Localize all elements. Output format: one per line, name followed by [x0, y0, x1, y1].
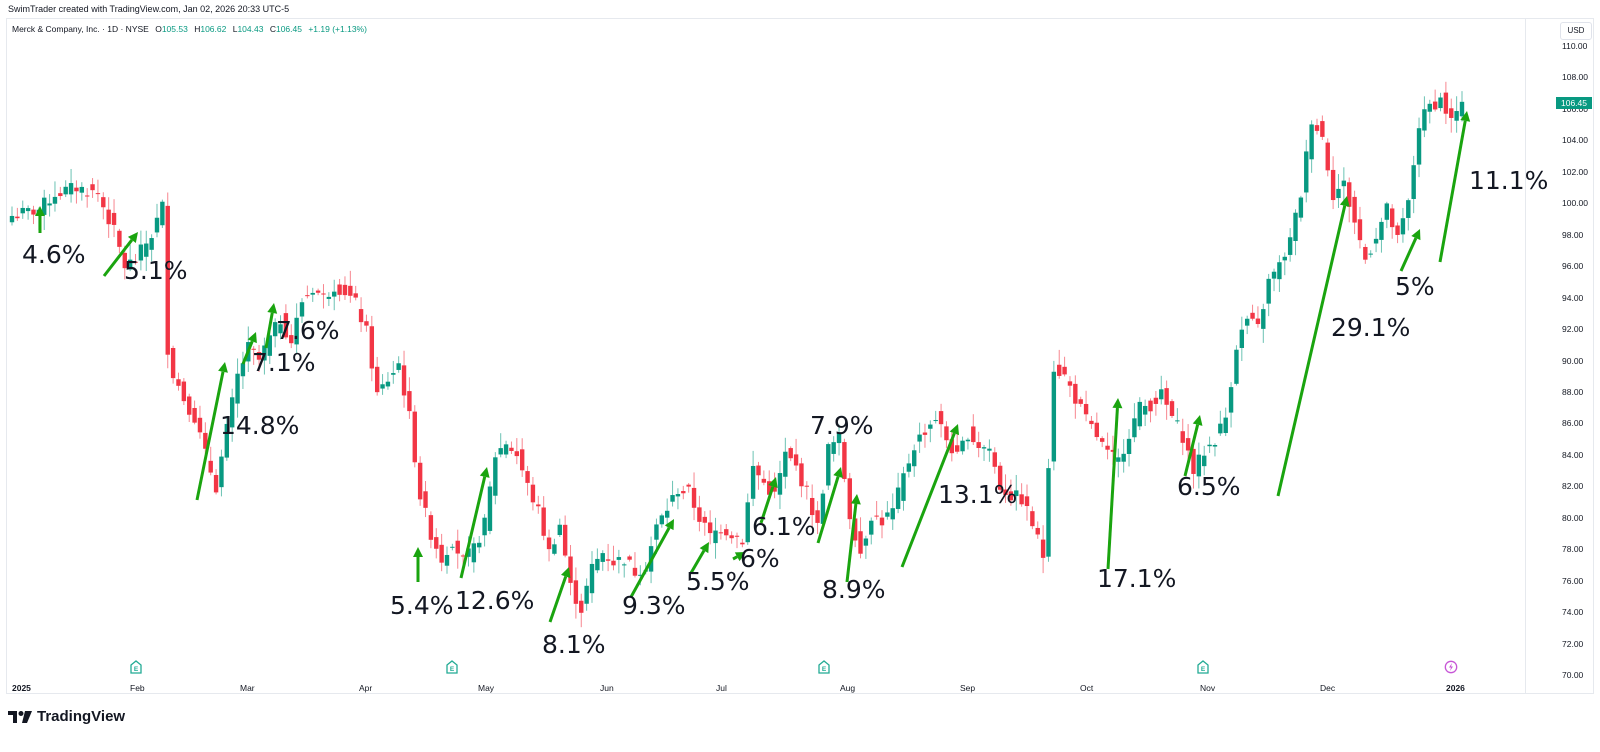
trend-arrow: [900, 432, 956, 568]
trend-arrow: [102, 238, 134, 277]
symbol-legend: Merck & Company, Inc. · 1D · NYSE O105.5…: [12, 24, 367, 34]
price-tick: 80.00: [1562, 512, 1584, 523]
gain-percent-label: 7.1%: [252, 348, 316, 377]
gain-percent-label: 8.9%: [822, 575, 886, 604]
price-tick: 92.00: [1562, 324, 1584, 335]
trend-arrow: [759, 486, 775, 524]
currency-button[interactable]: USD: [1560, 22, 1592, 40]
earnings-event-icon[interactable]: E: [129, 660, 143, 674]
earnings-event-icon[interactable]: E: [445, 660, 459, 674]
trend-arrow: [845, 503, 858, 583]
time-tick: Aug: [840, 683, 856, 693]
price-tick: 96.00: [1562, 261, 1584, 272]
time-tick: Sep: [960, 683, 976, 693]
trend-arrow: [1438, 120, 1467, 263]
svg-text:E: E: [134, 666, 139, 673]
gain-percent-label: 13.1%: [938, 480, 1018, 509]
gain-percent-label: 6.1%: [752, 512, 816, 541]
trend-arrow: [1183, 424, 1200, 477]
price-tick: 100.00: [1562, 198, 1588, 209]
svg-text:E: E: [1201, 666, 1206, 673]
gain-percent-label: 4.6%: [22, 240, 86, 269]
trend-arrow: [1276, 205, 1347, 497]
open-value: 105.53: [161, 24, 188, 34]
price-tick: 78.00: [1562, 544, 1584, 555]
svg-text:E: E: [450, 666, 455, 673]
tradingview-brand: TradingView: [37, 708, 126, 725]
gain-percent-label: 17.1%: [1097, 564, 1177, 593]
time-tick: Jul: [716, 683, 727, 693]
trend-arrow: [1106, 407, 1119, 570]
gain-percent-label: 8.1%: [542, 630, 606, 659]
trend-arrow: [241, 340, 254, 365]
gain-percent-label: 5.5%: [686, 567, 750, 596]
price-tick: 76.00: [1562, 575, 1584, 586]
price-tick: 90.00: [1562, 355, 1584, 366]
time-tick: May: [478, 683, 495, 693]
trend-arrow: [195, 371, 225, 501]
change-value: +1.19 (+1.13%): [308, 24, 367, 34]
price-tick: 72.00: [1562, 638, 1584, 649]
gain-percent-label: 6%: [740, 544, 780, 573]
high-value: 106.62: [200, 24, 227, 34]
tradingview-logo-icon: [8, 710, 32, 723]
gain-percent-label: 14.8%: [220, 411, 300, 440]
earnings-event-icon[interactable]: E: [817, 660, 831, 674]
gain-percent-label: 6.5%: [1177, 472, 1241, 501]
time-tick: Dec: [1320, 683, 1336, 693]
low-value: 104.43: [237, 24, 264, 34]
gain-percent-label: 5.1%: [124, 256, 188, 285]
gain-percent-label: 29.1%: [1331, 313, 1411, 342]
earnings-event-icon[interactable]: E: [1196, 660, 1210, 674]
symbol-title: Merck & Company, Inc. · 1D · NYSE: [12, 24, 149, 34]
price-tick: 88.00: [1562, 386, 1584, 397]
time-tick: Jun: [600, 683, 614, 693]
svg-text:E: E: [822, 666, 827, 673]
price-tick: 108.00: [1562, 72, 1588, 83]
gain-percent-label: 5%: [1395, 272, 1435, 301]
gain-percent-label: 7.9%: [810, 411, 874, 440]
trend-arrow: [732, 555, 738, 561]
price-tick: 84.00: [1562, 449, 1584, 460]
gain-percent-label: 11.1%: [1469, 166, 1549, 195]
time-tick: 2026: [1446, 683, 1465, 693]
price-tick: 70.00: [1562, 670, 1584, 680]
chart-credit: SwimTrader created with TradingView.com,…: [8, 4, 290, 14]
gain-percent-label: 7.6%: [276, 316, 340, 345]
time-tick: 2025: [12, 683, 31, 693]
price-axis-separator: [1525, 19, 1526, 693]
trend-arrow: [816, 476, 840, 544]
price-tick: 98.00: [1562, 229, 1584, 240]
gain-percent-label: 5.4%: [390, 591, 454, 620]
time-tick: Feb: [130, 683, 145, 693]
price-tick: 94.00: [1562, 292, 1584, 303]
trend-arrow: [264, 312, 274, 349]
trend-arrow: [459, 476, 487, 579]
dividend-event-icon[interactable]: [1444, 660, 1458, 674]
chart-frame[interactable]: [6, 18, 1594, 694]
time-tick: Apr: [359, 683, 373, 693]
time-tick: Mar: [240, 683, 255, 693]
current-price-tag: 106.45: [1556, 97, 1592, 109]
trend-arrow: [629, 527, 671, 598]
time-tick: Nov: [1200, 683, 1216, 693]
time-tick: Oct: [1080, 683, 1094, 693]
price-tick: 82.00: [1562, 481, 1584, 492]
trend-arrow: [1399, 237, 1418, 272]
price-tick: 104.00: [1562, 135, 1588, 146]
trend-arrow: [548, 575, 568, 623]
tradingview-logo[interactable]: TradingView: [8, 708, 125, 725]
close-value: 106.45: [275, 24, 302, 34]
trend-arrow: [689, 549, 706, 574]
price-tick: 110.00: [1562, 41, 1588, 51]
gain-percent-label: 12.6%: [455, 586, 535, 615]
price-tick: 102.00: [1562, 166, 1588, 177]
gain-percent-label: 9.3%: [622, 591, 686, 620]
price-tick: 74.00: [1562, 607, 1584, 618]
price-tick: 86.00: [1562, 418, 1584, 429]
